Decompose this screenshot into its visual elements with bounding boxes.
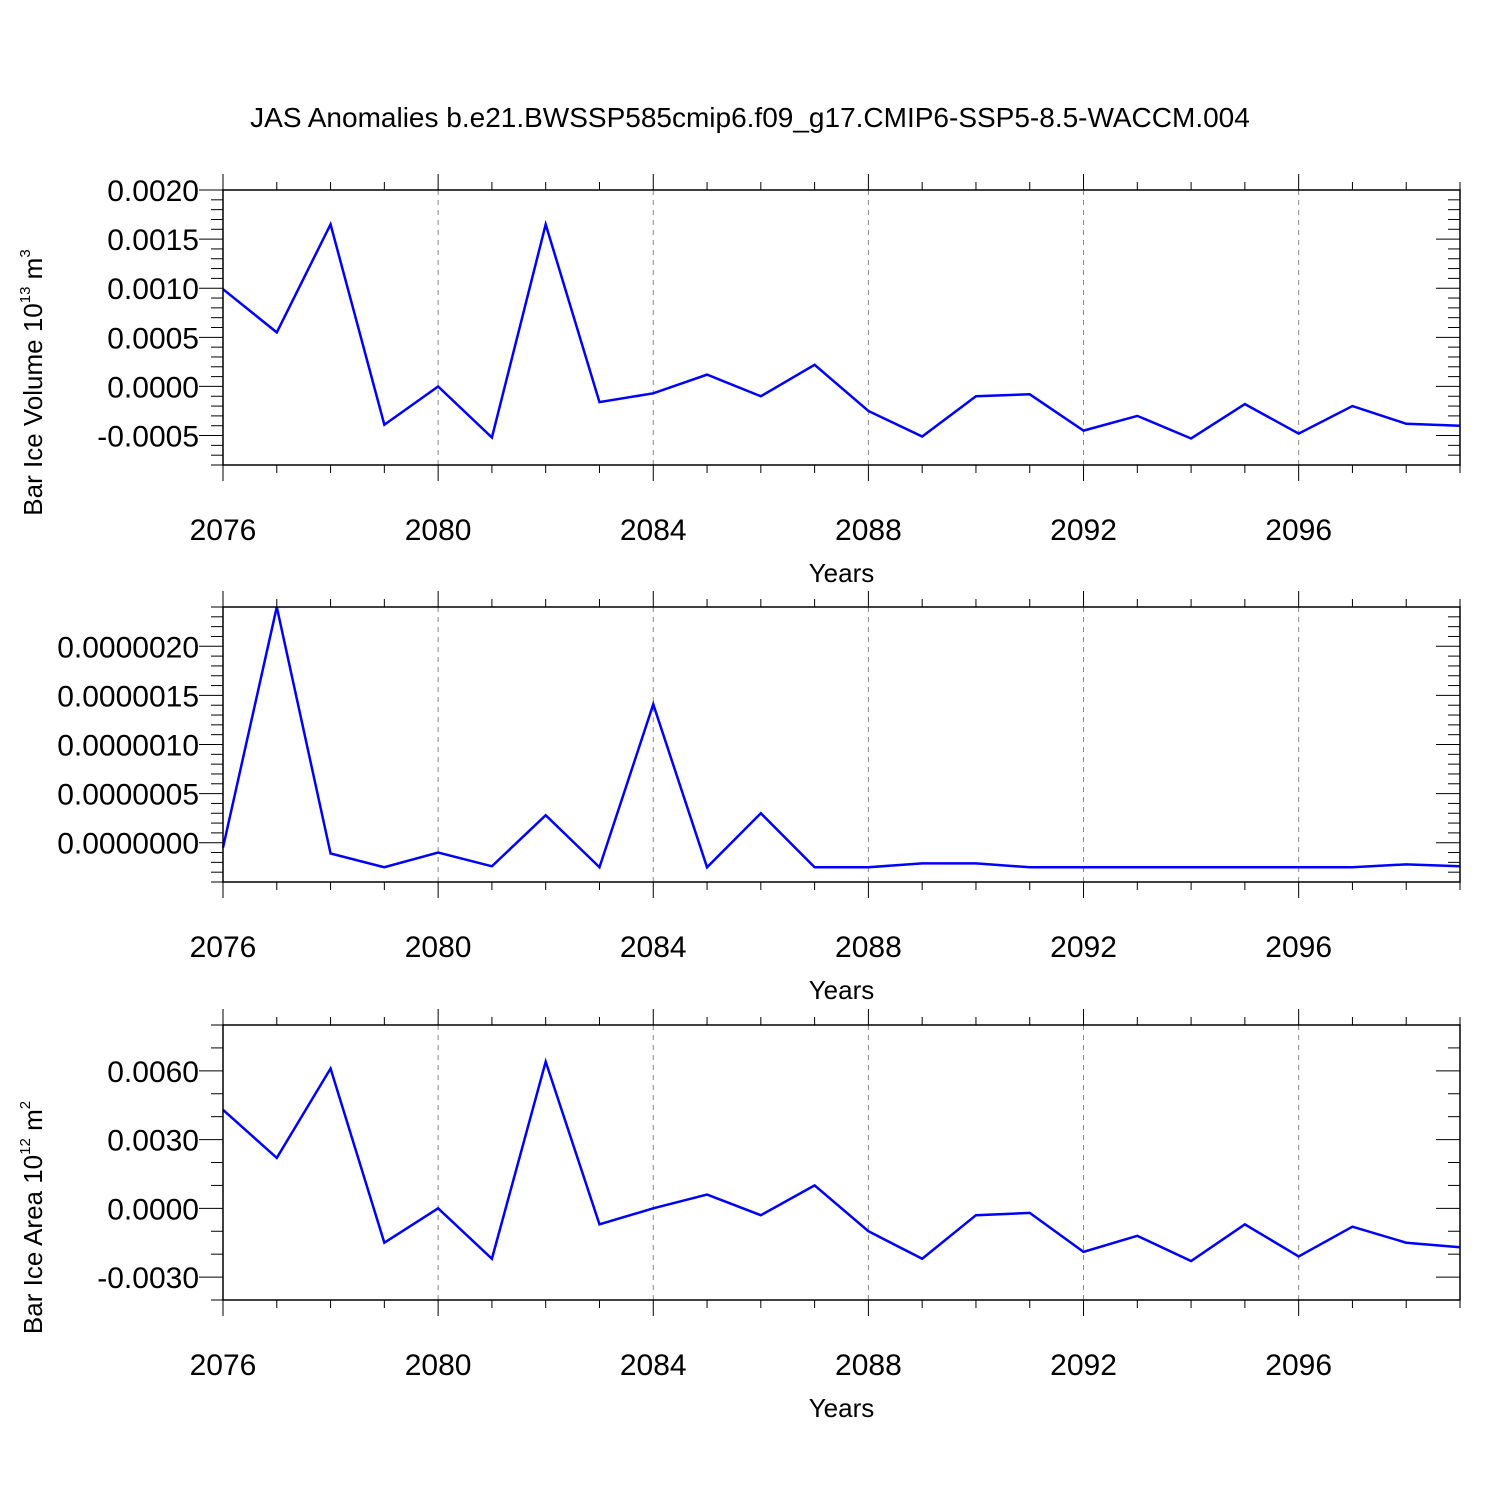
y-tick-label: 0.0020 <box>107 175 199 208</box>
x-tick-label: 2092 <box>1050 931 1117 964</box>
x-axis-label: Years <box>809 1393 875 1423</box>
y-tick-label: 0.0000 <box>107 371 199 404</box>
y-tick-label: 0.0010 <box>107 273 199 306</box>
y-tick-label: 0.0000 <box>107 1193 199 1226</box>
y-tick-label: 0.0060 <box>107 1056 199 1089</box>
x-tick-label: 2076 <box>190 1349 257 1382</box>
y-tick-label: 0.0005 <box>107 322 199 355</box>
x-tick-label: 2092 <box>1050 1349 1117 1382</box>
y-tick-label: 0.0000000 <box>57 828 199 861</box>
series-line-ice-volume <box>222 219 1461 440</box>
y-tick-label: 0.0000005 <box>57 779 199 812</box>
x-tick-label: 2084 <box>620 931 687 964</box>
y-tick-label: -0.0005 <box>97 421 199 454</box>
y-tick-label: -0.0030 <box>97 1262 199 1295</box>
y-tick-label: 0.0015 <box>107 224 199 257</box>
chart-panel-middle: 0.0000020 0.0000015 0.0000010 0.0000005 0.00… <box>57 591 1461 1005</box>
x-tick-label: 2084 <box>620 1349 687 1382</box>
x-tick-label: 2088 <box>835 514 902 547</box>
x-tick-label: 2076 <box>190 514 257 547</box>
x-tick-label: 2092 <box>1050 514 1117 547</box>
x-axis-label: Years <box>809 975 875 1005</box>
x-tick-label: 2084 <box>620 514 687 547</box>
x-tick-label: 2076 <box>190 931 257 964</box>
x-axis-label: Years <box>809 558 875 588</box>
chart-title: JAS Anomalies b.e21.BWSSP585cmip6.f09_g1… <box>250 102 1250 133</box>
x-tick-label: 2080 <box>405 1349 472 1382</box>
x-tick-label: 2080 <box>405 514 472 547</box>
y-axis-label: Bar Ice Area 1012 m2 <box>17 1101 48 1334</box>
y-tick-label: 0.0000010 <box>57 730 199 763</box>
x-tick-label: 2088 <box>835 931 902 964</box>
y-axis-label: Bar Ice Volume 1013 m3 <box>17 249 48 515</box>
y-tick-label: 0.0000015 <box>57 680 199 713</box>
series-line-middle <box>221 606 1461 870</box>
plot-frame <box>222 1024 1461 1301</box>
x-tick-label: 2080 <box>405 931 472 964</box>
x-tick-label: 2096 <box>1265 514 1332 547</box>
chart-panel-ice-volume: 0.0020 0.0015 0.0010 0.0005 0.0000 -0.0005 207… <box>17 174 1461 588</box>
series-line-ice-area <box>222 1057 1461 1263</box>
plot-frame <box>222 606 1461 883</box>
plot-frame <box>222 189 1461 466</box>
y-tick-label: 0.0030 <box>107 1125 199 1158</box>
x-tick-label: 2096 <box>1265 1349 1332 1382</box>
x-tick-label: 2096 <box>1265 931 1332 964</box>
x-tick-label: 2088 <box>835 1349 902 1382</box>
chart-panel-ice-area: 0.0060 0.0030 0.0000 -0.0030 2076 2080 2084 208… <box>17 1009 1461 1423</box>
y-tick-label: 0.0000020 <box>57 631 199 664</box>
